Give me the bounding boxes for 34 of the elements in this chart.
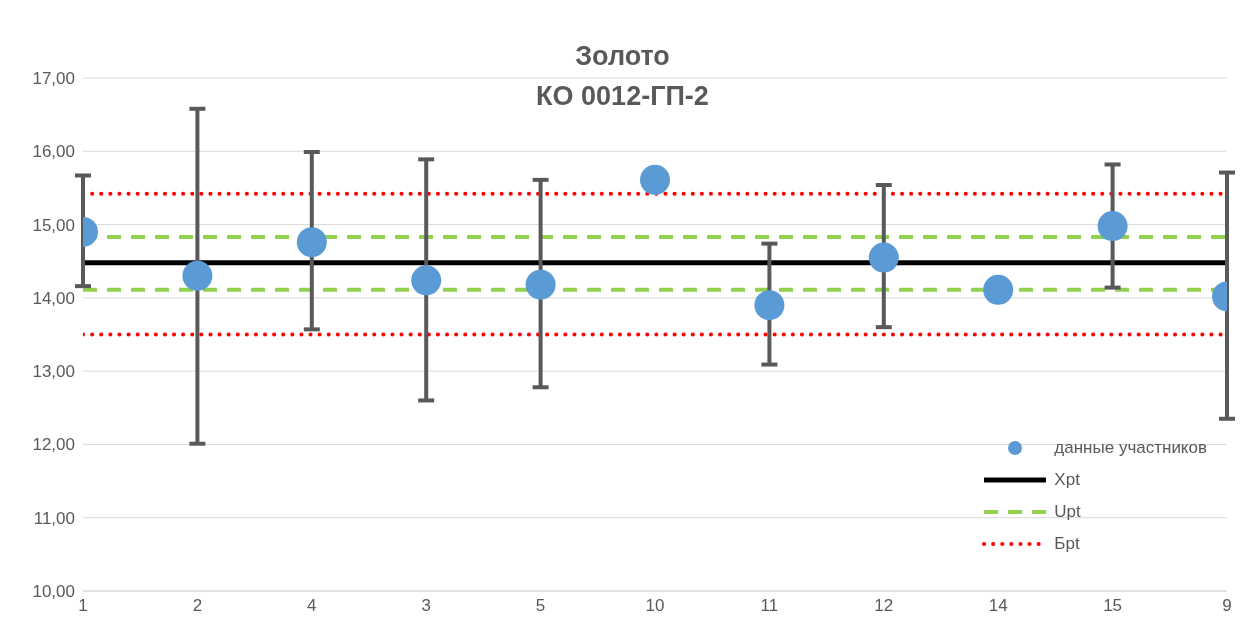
x-tick-label: 12 [874,596,894,616]
x-tick-label: 10 [645,596,665,616]
chart-title: Золото [575,41,670,71]
x-tick-label: 4 [307,596,317,616]
y-tick-label: 10,00 [32,582,75,602]
x-tick-label: 15 [1103,596,1123,616]
x-tick-label: 5 [535,596,546,616]
legend-label: Бpt [1054,534,1080,554]
point [754,290,785,321]
x-tick-label: 1 [78,596,88,616]
legend-label: Xpt [1054,470,1080,490]
y-tick-label: 15,00 [32,215,75,235]
y-tick-label: 11,00 [33,508,75,528]
legend-label: Upt [1054,502,1081,522]
point [525,269,556,300]
x-tick-label: 14 [988,596,1008,616]
point [983,274,1014,305]
point [182,260,213,291]
x-tick-label: 11 [760,596,779,616]
y-tick-label: 17,00 [32,69,75,89]
y-tick-label: 16,00 [32,142,75,162]
x-tick-label: 3 [421,596,431,616]
point [296,227,327,258]
point [411,265,442,296]
point [640,164,670,195]
x-tick-label: 9 [1222,596,1232,616]
x-tick-label: 2 [192,596,203,616]
legend-label: данные участников [1054,438,1207,458]
chart-subtitle: КО 0012-ГП-2 [536,81,709,111]
y-tick-label: 14,00 [32,288,75,308]
y-tick-label: 12,00 [32,435,75,455]
point [1097,211,1128,242]
y-tick-label: 13,00 [32,362,75,382]
point [868,242,899,273]
